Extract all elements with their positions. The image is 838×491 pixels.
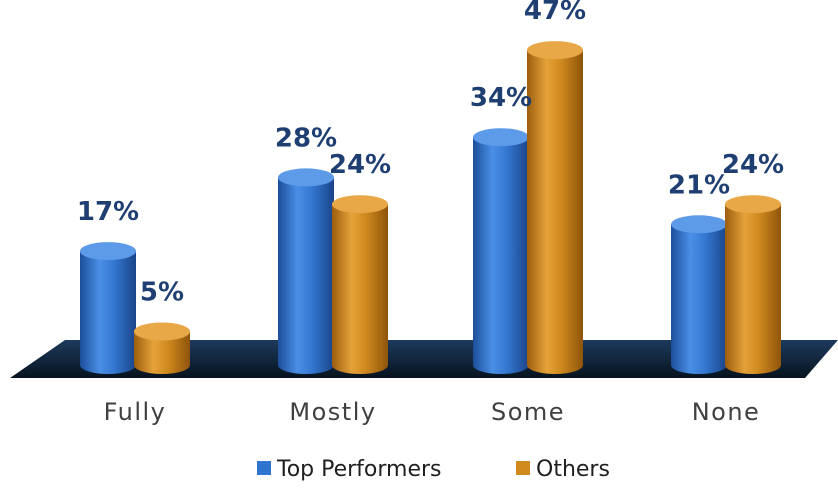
bar-others-none: [725, 195, 781, 374]
value-label-top-performers-fully: 17%: [77, 197, 139, 227]
category-label-none: None: [692, 398, 761, 426]
value-label-others-none: 24%: [722, 150, 784, 180]
bar-others-fully: [134, 322, 190, 374]
bar-body: [725, 204, 781, 374]
bar-body: [473, 137, 529, 374]
value-label-top-performers-some: 34%: [470, 83, 532, 113]
legend-label-others: Others: [536, 457, 610, 482]
bar-top: [725, 195, 781, 214]
value-label-others-some: 47%: [524, 0, 586, 26]
bar-top-performers-none: [671, 215, 727, 374]
bar-top: [527, 41, 583, 60]
bar-top: [278, 168, 334, 187]
bar-body: [671, 224, 727, 374]
bar-body: [332, 204, 388, 374]
bar-others-mostly: [332, 195, 388, 374]
legend-label-top-performers: Top Performers: [276, 457, 442, 482]
category-label-mostly: Mostly: [289, 398, 376, 426]
bar-body: [278, 177, 334, 374]
legend-swatch-top-performers: [257, 461, 271, 475]
category-label-some: Some: [491, 398, 565, 426]
legend: Top Performers Others: [257, 457, 610, 482]
bar-top-performers-some: [473, 128, 529, 374]
value-label-others-fully: 5%: [140, 278, 184, 308]
bar-body: [527, 50, 583, 374]
value-label-others-mostly: 24%: [329, 150, 391, 180]
bar-body: [80, 251, 136, 374]
bar-top: [671, 215, 727, 234]
bar-top: [332, 195, 388, 214]
chart-floor: [10, 340, 838, 378]
legend-swatch-others: [516, 461, 530, 475]
value-label-top-performers-none: 21%: [668, 170, 730, 200]
category-label-fully: Fully: [104, 398, 167, 426]
value-labels-layer: 17%5%28%24%34%47%21%24%: [77, 0, 784, 308]
bar-top-performers-fully: [80, 242, 136, 374]
value-label-top-performers-mostly: 28%: [275, 123, 337, 153]
bar-body: [134, 331, 190, 374]
bars-layer: [80, 41, 781, 374]
bar-others-some: [527, 41, 583, 374]
bar-top-performers-mostly: [278, 168, 334, 374]
category-labels-layer: Fully Mostly Some None: [104, 398, 761, 426]
bar-top: [473, 128, 529, 147]
bar-top: [80, 242, 136, 261]
bar-top: [134, 322, 190, 341]
